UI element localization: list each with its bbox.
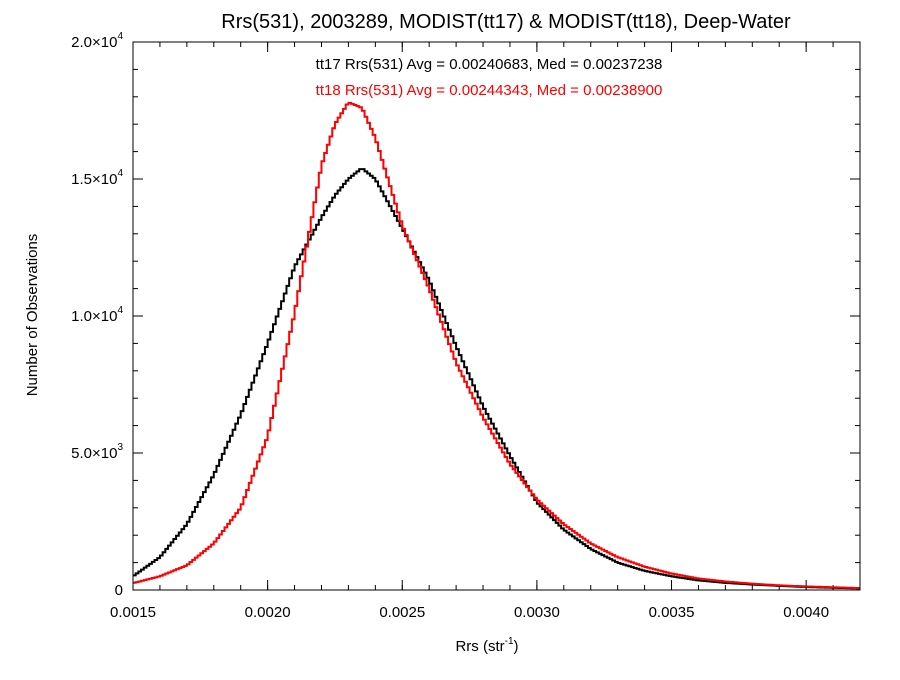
x-axis-label-main: Rrs (str (455, 638, 504, 655)
x-tick-label: 0.0030 (514, 604, 560, 621)
x-axis-label-close: ) (514, 638, 519, 655)
x-tick-label: 0.0035 (649, 604, 695, 621)
x-tick-label: 0.0025 (379, 604, 425, 621)
annotation-tt18: tt18 Rrs(531) Avg = 0.00244343, Med = 0.… (316, 82, 663, 99)
y-tick-label: 1.0×104 (71, 305, 123, 325)
data-series (133, 101, 860, 590)
x-axis-label: Rrs (str-1) (455, 636, 518, 655)
x-tick-label: 0.0040 (783, 604, 829, 621)
x-tick-label: 0.0020 (245, 604, 291, 621)
x-axis-label-superscript: -1 (505, 636, 514, 647)
plot-frame (132, 41, 861, 591)
series-tt18-line (133, 101, 860, 590)
y-axis-label: Number of Observations (24, 234, 41, 397)
axis-ticks: 0.0015 0.0020 0.0025 0.0030 0.0035 0.0040 0 5.0… (71, 31, 861, 621)
chart-title: Rrs(531), 2003289, MODIST(tt17) & MODIST… (221, 11, 791, 33)
x-tick-label: 0.0015 (110, 604, 156, 621)
y-tick-label: 5.0×103 (71, 442, 123, 462)
series-tt17-line (133, 168, 860, 590)
y-tick-label: 2.0×104 (71, 31, 123, 51)
annotation-tt17: tt17 Rrs(531) Avg = 0.00240683, Med = 0.… (316, 56, 663, 73)
y-tick-label: 1.5×104 (71, 168, 123, 188)
y-tick-label: 0 (115, 582, 123, 599)
